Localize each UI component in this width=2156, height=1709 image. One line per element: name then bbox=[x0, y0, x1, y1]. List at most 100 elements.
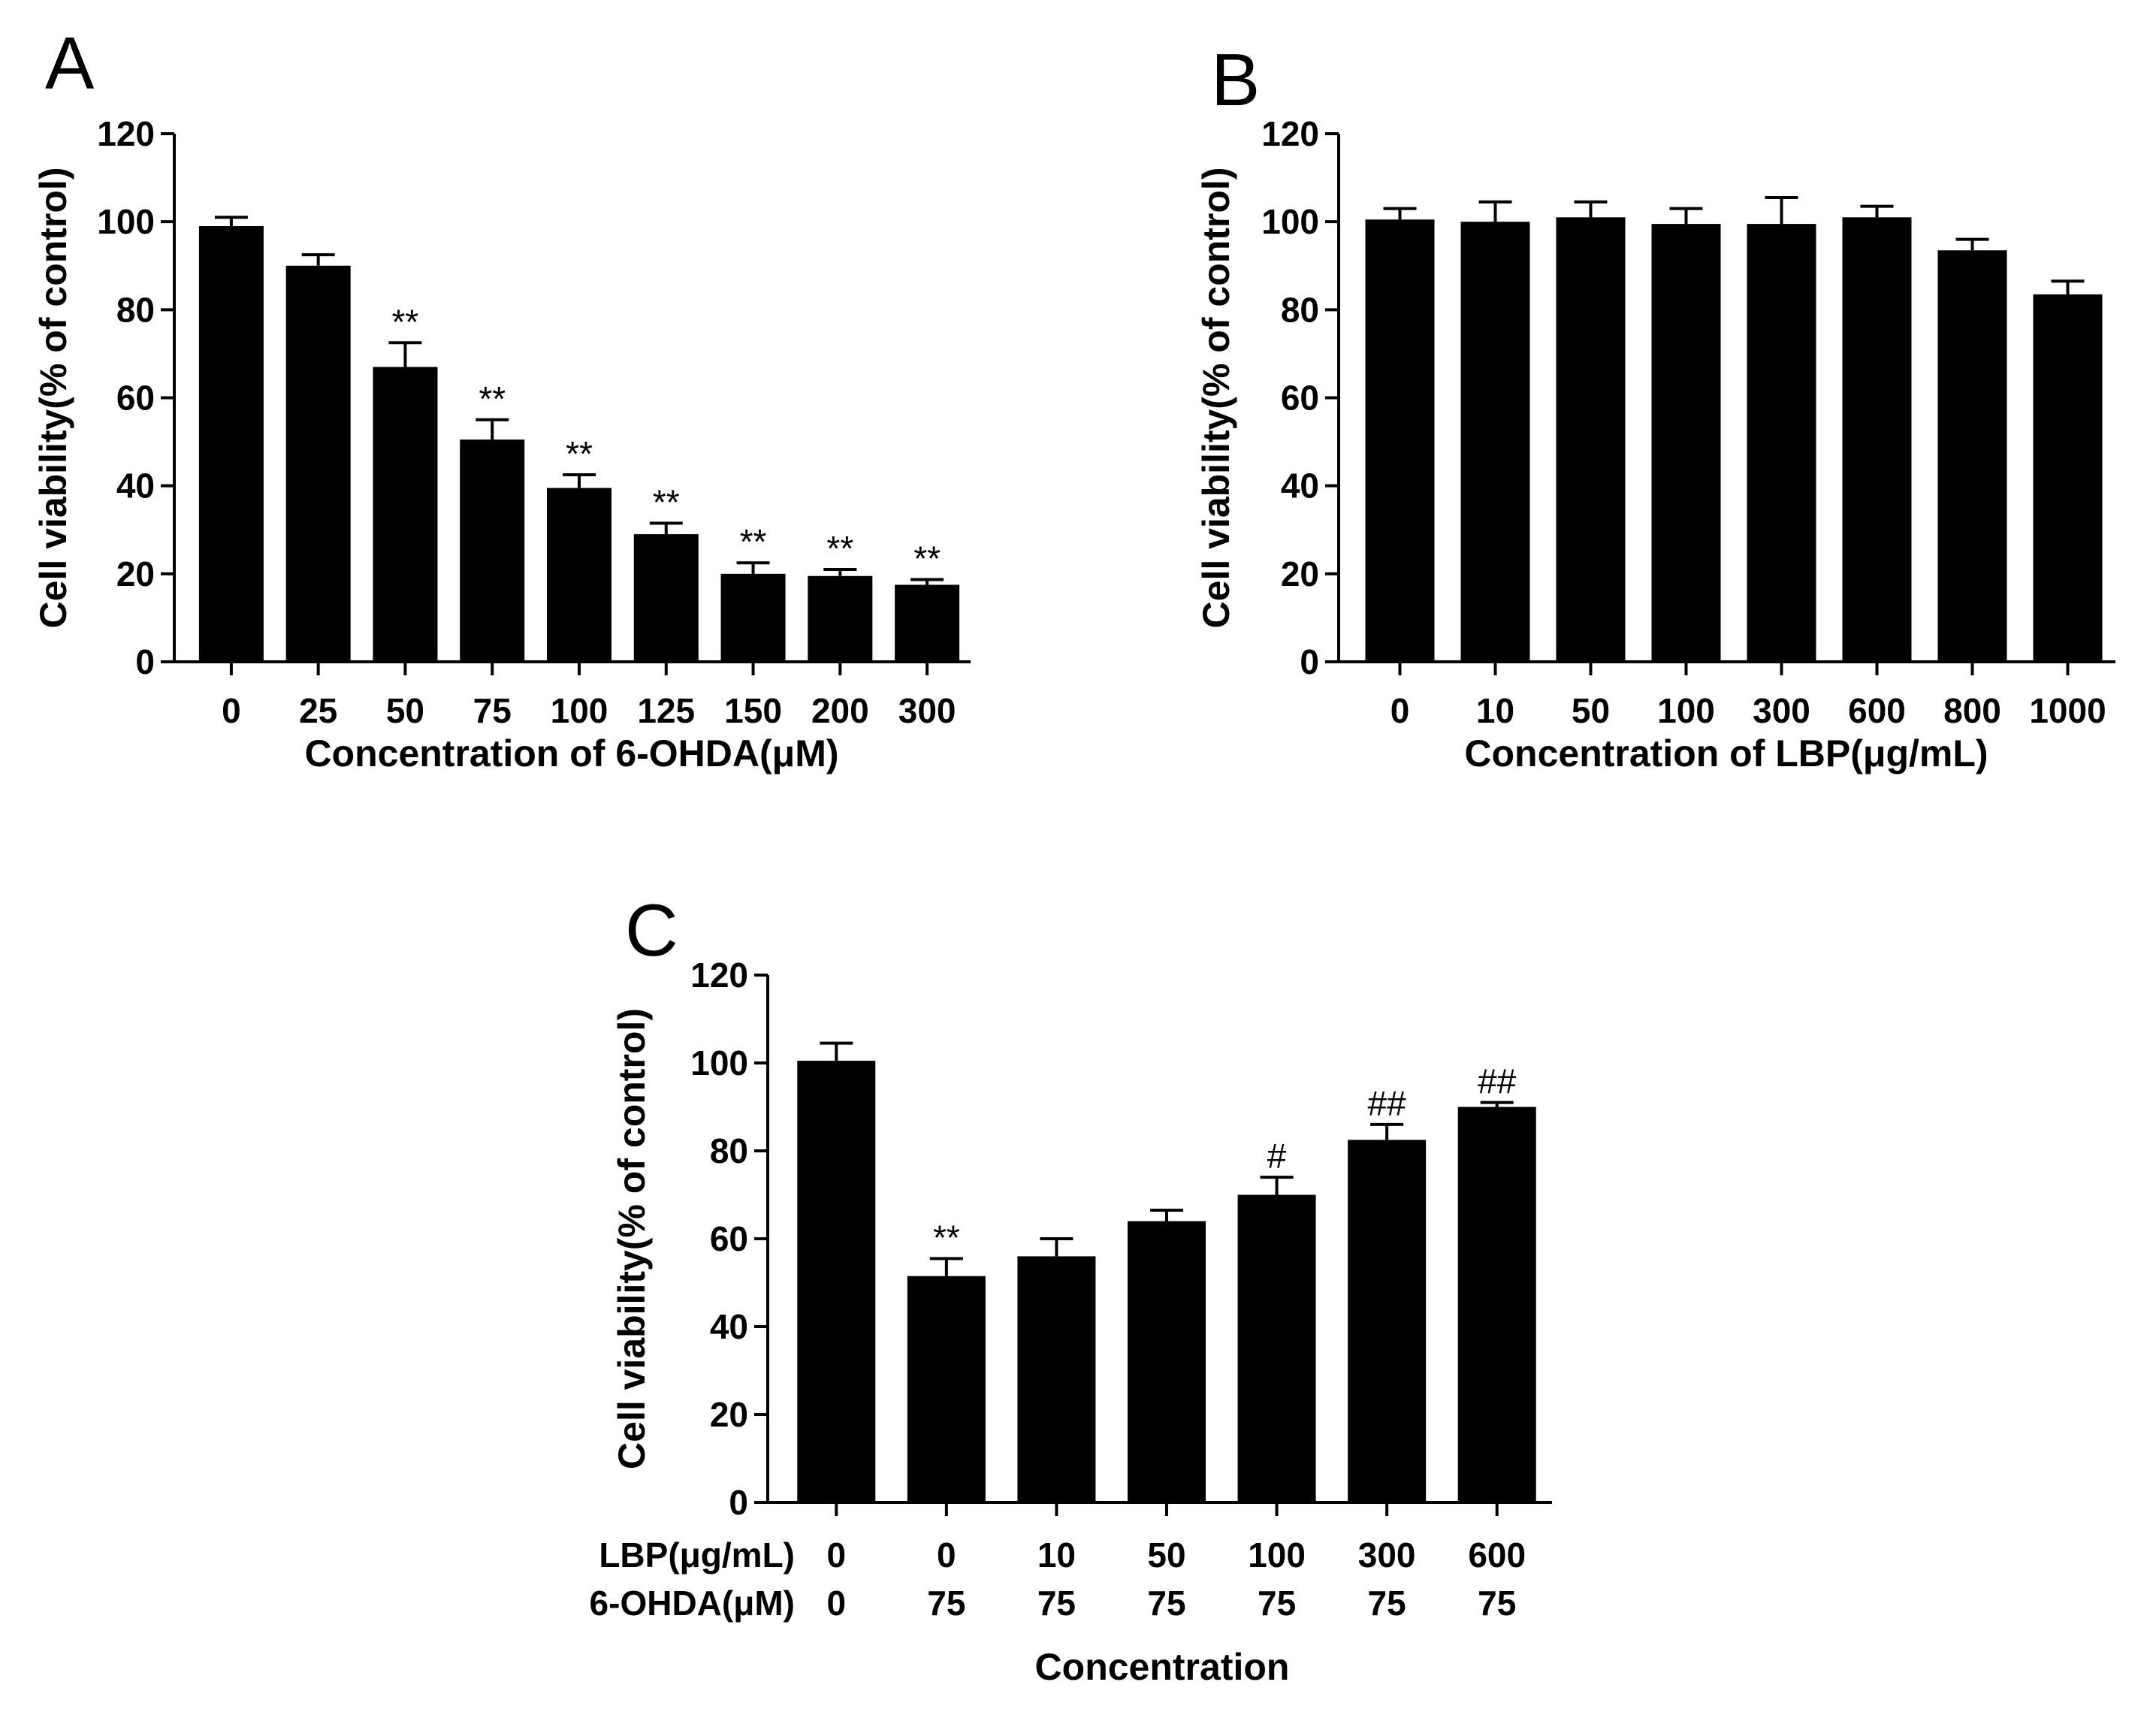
significance-label: ** bbox=[653, 482, 680, 521]
bar bbox=[1651, 224, 1721, 662]
bar bbox=[1457, 1107, 1536, 1502]
x-tick-label-6ohda: 75 bbox=[1258, 1584, 1296, 1623]
panel-letter-a: A bbox=[45, 22, 95, 104]
y-tick-label: 80 bbox=[1281, 290, 1319, 329]
y-tick-label: 60 bbox=[1281, 379, 1319, 418]
y-tick-label: 120 bbox=[1261, 114, 1319, 153]
y-axis-label: Cell viability(% of control) bbox=[611, 1008, 653, 1469]
significance-label: ** bbox=[826, 529, 853, 568]
x-tick-label: 800 bbox=[1943, 691, 2001, 730]
significance-label: ** bbox=[933, 1218, 960, 1257]
bar bbox=[198, 226, 264, 662]
significance-label: # bbox=[1267, 1137, 1287, 1176]
y-tick-label: 60 bbox=[116, 379, 155, 418]
significance-label: ** bbox=[392, 302, 419, 341]
bar bbox=[1348, 1140, 1427, 1502]
significance-label: ** bbox=[913, 539, 941, 578]
bar bbox=[1460, 222, 1530, 663]
x-tick-label: 200 bbox=[811, 691, 869, 730]
x-tick-label: 0 bbox=[1391, 691, 1410, 730]
bar bbox=[1128, 1221, 1206, 1502]
panel-a-chart: 0 20 40 60 80 100 120 Cell viability(% of contr… bbox=[32, 114, 971, 774]
bar bbox=[1937, 250, 2007, 662]
x-tick-label-6ohda: 75 bbox=[1478, 1584, 1516, 1623]
x-axis-label: Concentration of 6-OHDA(μM) bbox=[304, 732, 838, 774]
x-tick-label-6ohda: 0 bbox=[826, 1584, 846, 1623]
bar bbox=[720, 573, 786, 662]
x-tick-label: 600 bbox=[1848, 691, 1906, 730]
bar bbox=[633, 534, 699, 662]
x-tick-label: 50 bbox=[386, 691, 424, 730]
x-tick-label: 100 bbox=[551, 691, 608, 730]
y-tick-label: 100 bbox=[1261, 202, 1319, 241]
bar bbox=[1556, 217, 1626, 662]
y-tick-label: 0 bbox=[1300, 642, 1319, 681]
x-tick-label-lbp: 10 bbox=[1037, 1535, 1076, 1575]
bar bbox=[797, 1061, 876, 1502]
y-tick-label: 0 bbox=[135, 642, 155, 681]
bar bbox=[285, 265, 351, 662]
x-tick-label-6ohda: 75 bbox=[927, 1584, 965, 1623]
y-tick-label: 20 bbox=[116, 554, 155, 593]
x-tick-label-6ohda: 75 bbox=[1037, 1584, 1076, 1623]
y-tick-label: 20 bbox=[1281, 554, 1319, 593]
x-tick-label: 1000 bbox=[2029, 691, 2106, 730]
bar bbox=[1017, 1256, 1096, 1502]
y-tick-label: 20 bbox=[710, 1395, 748, 1434]
significance-label: ** bbox=[566, 434, 593, 473]
panel-letter-b: B bbox=[1211, 38, 1260, 121]
y-axis-label: Cell viability(% of control) bbox=[1195, 168, 1237, 629]
significance-label: ** bbox=[479, 379, 506, 418]
bar bbox=[460, 439, 525, 662]
y-tick-label: 40 bbox=[710, 1307, 748, 1346]
bar bbox=[1237, 1194, 1316, 1502]
x-tick-label: 125 bbox=[637, 691, 695, 730]
bar bbox=[1747, 224, 1816, 662]
bar bbox=[2033, 294, 2103, 662]
row-label-6ohda: 6-OHDA(μM) bbox=[590, 1584, 795, 1623]
y-tick-label: 60 bbox=[710, 1219, 748, 1258]
significance-label: ## bbox=[1478, 1062, 1517, 1101]
x-tick-label: 25 bbox=[299, 691, 337, 730]
bar bbox=[808, 575, 873, 662]
x-tick-label-lbp: 50 bbox=[1147, 1535, 1185, 1575]
y-axis-label: Cell viability(% of control) bbox=[32, 168, 74, 629]
y-tick-label: 100 bbox=[97, 202, 155, 241]
x-tick-label-lbp: 300 bbox=[1358, 1535, 1416, 1575]
significance-label: ** bbox=[740, 522, 767, 561]
bar bbox=[1842, 217, 1912, 662]
y-tick-label: 80 bbox=[116, 290, 155, 329]
bar bbox=[1365, 219, 1435, 662]
panel-letter-c: C bbox=[625, 889, 678, 971]
y-tick-label: 120 bbox=[97, 114, 155, 153]
x-tick-label-lbp: 600 bbox=[1468, 1535, 1526, 1575]
x-tick-label: 0 bbox=[222, 691, 241, 730]
x-tick-label-lbp: 0 bbox=[826, 1535, 846, 1575]
x-axis-label: Concentration of LBP(μg/mL) bbox=[1464, 732, 1988, 774]
bar bbox=[895, 584, 960, 662]
y-tick-label: 40 bbox=[1281, 467, 1319, 506]
x-tick-label: 300 bbox=[898, 691, 956, 730]
x-tick-label-6ohda: 75 bbox=[1147, 1584, 1185, 1623]
bar bbox=[547, 488, 611, 662]
x-axis-label: Concentration bbox=[1035, 1646, 1290, 1688]
x-tick-label-lbp: 100 bbox=[1248, 1535, 1306, 1575]
bar bbox=[907, 1276, 986, 1502]
bar bbox=[373, 367, 438, 662]
x-tick-label-lbp: 0 bbox=[937, 1535, 956, 1575]
x-tick-label: 150 bbox=[724, 691, 782, 730]
x-tick-label: 75 bbox=[473, 691, 512, 730]
y-tick-label: 120 bbox=[690, 956, 748, 995]
x-tick-label-6ohda: 75 bbox=[1368, 1584, 1406, 1623]
significance-label: ## bbox=[1368, 1084, 1407, 1123]
x-tick-label: 10 bbox=[1476, 691, 1514, 730]
y-tick-label: 100 bbox=[690, 1043, 748, 1082]
y-tick-label: 40 bbox=[116, 467, 155, 506]
x-tick-label: 50 bbox=[1572, 691, 1610, 730]
y-tick-label: 80 bbox=[710, 1131, 748, 1170]
x-tick-label: 100 bbox=[1657, 691, 1715, 730]
row-label-lbp: LBP(μg/mL) bbox=[599, 1535, 795, 1575]
